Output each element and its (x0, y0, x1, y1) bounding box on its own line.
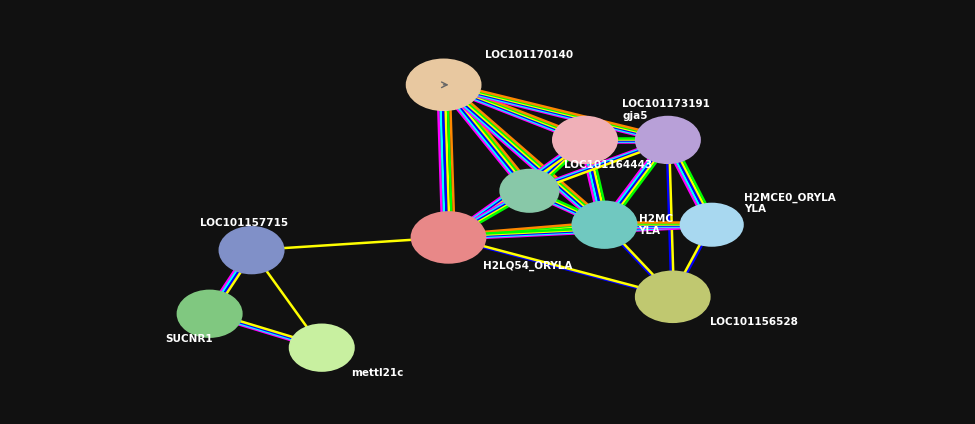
Ellipse shape (572, 201, 637, 248)
Text: SUCNR1: SUCNR1 (166, 334, 214, 344)
Text: H2LQ54_ORYLA: H2LQ54_ORYLA (483, 261, 572, 271)
Text: LOC101156528: LOC101156528 (710, 317, 798, 327)
Text: H2MCE0_ORYLA
YLA: H2MCE0_ORYLA YLA (744, 192, 836, 215)
Ellipse shape (177, 290, 242, 337)
Text: LOC101170140: LOC101170140 (485, 50, 572, 60)
Ellipse shape (219, 227, 284, 273)
Text: LOC101164443: LOC101164443 (564, 160, 652, 170)
Text: mettl21c: mettl21c (351, 368, 404, 378)
Text: LOC101173191
gja5: LOC101173191 gja5 (622, 100, 710, 121)
Ellipse shape (636, 271, 710, 322)
Ellipse shape (500, 170, 559, 212)
Ellipse shape (636, 117, 700, 163)
Ellipse shape (681, 204, 743, 246)
Ellipse shape (407, 59, 481, 110)
Ellipse shape (290, 324, 354, 371)
Ellipse shape (553, 117, 617, 163)
Text: LOC101157715: LOC101157715 (200, 218, 288, 228)
Ellipse shape (411, 212, 486, 263)
Text: H2MC
YLA: H2MC YLA (639, 214, 673, 235)
